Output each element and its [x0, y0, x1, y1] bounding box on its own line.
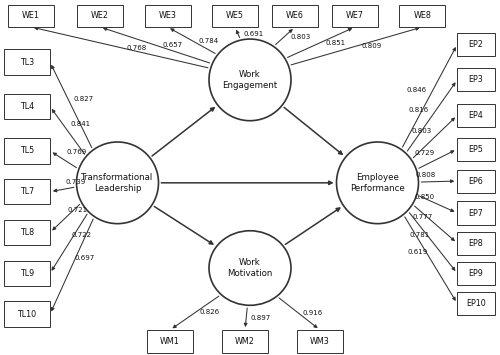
- FancyBboxPatch shape: [144, 5, 190, 27]
- Text: TL5: TL5: [20, 146, 34, 155]
- Text: 0.697: 0.697: [74, 255, 94, 261]
- FancyBboxPatch shape: [4, 179, 50, 204]
- Text: WM3: WM3: [310, 337, 330, 346]
- Text: 0.851: 0.851: [326, 40, 346, 46]
- Text: 0.729: 0.729: [414, 150, 434, 156]
- Text: EP8: EP8: [468, 239, 483, 248]
- Text: 0.721: 0.721: [68, 207, 88, 213]
- Text: TL8: TL8: [20, 228, 34, 237]
- FancyBboxPatch shape: [457, 104, 494, 127]
- Text: 0.781: 0.781: [410, 233, 430, 238]
- Text: 0.784: 0.784: [198, 38, 218, 44]
- FancyBboxPatch shape: [4, 301, 50, 327]
- Text: 0.841: 0.841: [70, 121, 90, 127]
- FancyBboxPatch shape: [457, 262, 494, 285]
- Text: WE5: WE5: [226, 11, 244, 21]
- Text: 0.691: 0.691: [244, 31, 264, 37]
- FancyBboxPatch shape: [4, 261, 50, 286]
- FancyBboxPatch shape: [4, 49, 50, 75]
- Text: 0.777: 0.777: [412, 214, 432, 220]
- Text: TL10: TL10: [18, 310, 36, 319]
- Text: 0.619: 0.619: [408, 250, 428, 256]
- FancyBboxPatch shape: [457, 137, 494, 160]
- Text: EP9: EP9: [468, 269, 483, 278]
- Text: WE7: WE7: [346, 11, 364, 21]
- FancyBboxPatch shape: [222, 330, 268, 353]
- Text: EP7: EP7: [468, 208, 483, 218]
- Text: EP4: EP4: [468, 111, 483, 120]
- Text: 0.827: 0.827: [74, 95, 94, 102]
- Text: 0.916: 0.916: [302, 310, 322, 316]
- Text: TL7: TL7: [20, 187, 34, 196]
- Text: 0.809: 0.809: [362, 43, 382, 49]
- Text: TL3: TL3: [20, 58, 34, 67]
- FancyBboxPatch shape: [297, 330, 343, 353]
- Text: 0.826: 0.826: [200, 309, 220, 315]
- Text: 0.657: 0.657: [162, 42, 182, 48]
- FancyBboxPatch shape: [457, 231, 494, 255]
- FancyBboxPatch shape: [272, 5, 318, 27]
- Text: WE6: WE6: [286, 11, 304, 21]
- Text: WE3: WE3: [158, 11, 176, 21]
- FancyBboxPatch shape: [4, 138, 50, 164]
- Text: Employee
Performance: Employee Performance: [350, 173, 405, 193]
- Text: 0.897: 0.897: [250, 315, 270, 321]
- Text: WM2: WM2: [235, 337, 255, 346]
- Text: WE2: WE2: [91, 11, 109, 21]
- FancyBboxPatch shape: [147, 330, 193, 353]
- FancyBboxPatch shape: [8, 5, 54, 27]
- Text: 0.739: 0.739: [66, 179, 86, 185]
- Text: 0.803: 0.803: [412, 128, 432, 134]
- Text: 0.768: 0.768: [127, 45, 147, 51]
- FancyBboxPatch shape: [457, 292, 494, 315]
- Text: Transformational
Leadership: Transformational Leadership: [82, 173, 154, 193]
- Text: TL9: TL9: [20, 269, 34, 278]
- Text: EP10: EP10: [466, 299, 486, 308]
- Text: EP2: EP2: [468, 40, 483, 49]
- FancyBboxPatch shape: [457, 170, 494, 192]
- FancyBboxPatch shape: [400, 5, 446, 27]
- Text: WE1: WE1: [22, 11, 40, 21]
- FancyBboxPatch shape: [212, 5, 258, 27]
- Text: 0.850: 0.850: [414, 195, 434, 200]
- Text: 0.722: 0.722: [72, 232, 92, 238]
- Text: 0.846: 0.846: [406, 87, 426, 93]
- FancyBboxPatch shape: [457, 33, 494, 56]
- Text: 0.769: 0.769: [66, 149, 86, 155]
- Text: Work
Engagement: Work Engagement: [222, 70, 278, 90]
- FancyBboxPatch shape: [457, 68, 494, 91]
- Text: TL4: TL4: [20, 102, 34, 111]
- Ellipse shape: [336, 142, 418, 224]
- Text: EP3: EP3: [468, 75, 483, 84]
- Text: EP6: EP6: [468, 176, 483, 186]
- Text: 0.816: 0.816: [409, 107, 429, 113]
- Text: WM1: WM1: [160, 337, 180, 346]
- Ellipse shape: [76, 142, 158, 224]
- FancyBboxPatch shape: [332, 5, 378, 27]
- Text: EP5: EP5: [468, 144, 483, 154]
- Text: 0.803: 0.803: [290, 34, 310, 40]
- Text: WE8: WE8: [414, 11, 432, 21]
- FancyBboxPatch shape: [457, 201, 494, 224]
- FancyBboxPatch shape: [77, 5, 123, 27]
- FancyBboxPatch shape: [4, 220, 50, 245]
- Text: 0.808: 0.808: [415, 172, 436, 178]
- FancyBboxPatch shape: [4, 94, 50, 119]
- Ellipse shape: [209, 39, 291, 121]
- Text: Work
Motivation: Work Motivation: [228, 258, 272, 278]
- Ellipse shape: [209, 231, 291, 305]
